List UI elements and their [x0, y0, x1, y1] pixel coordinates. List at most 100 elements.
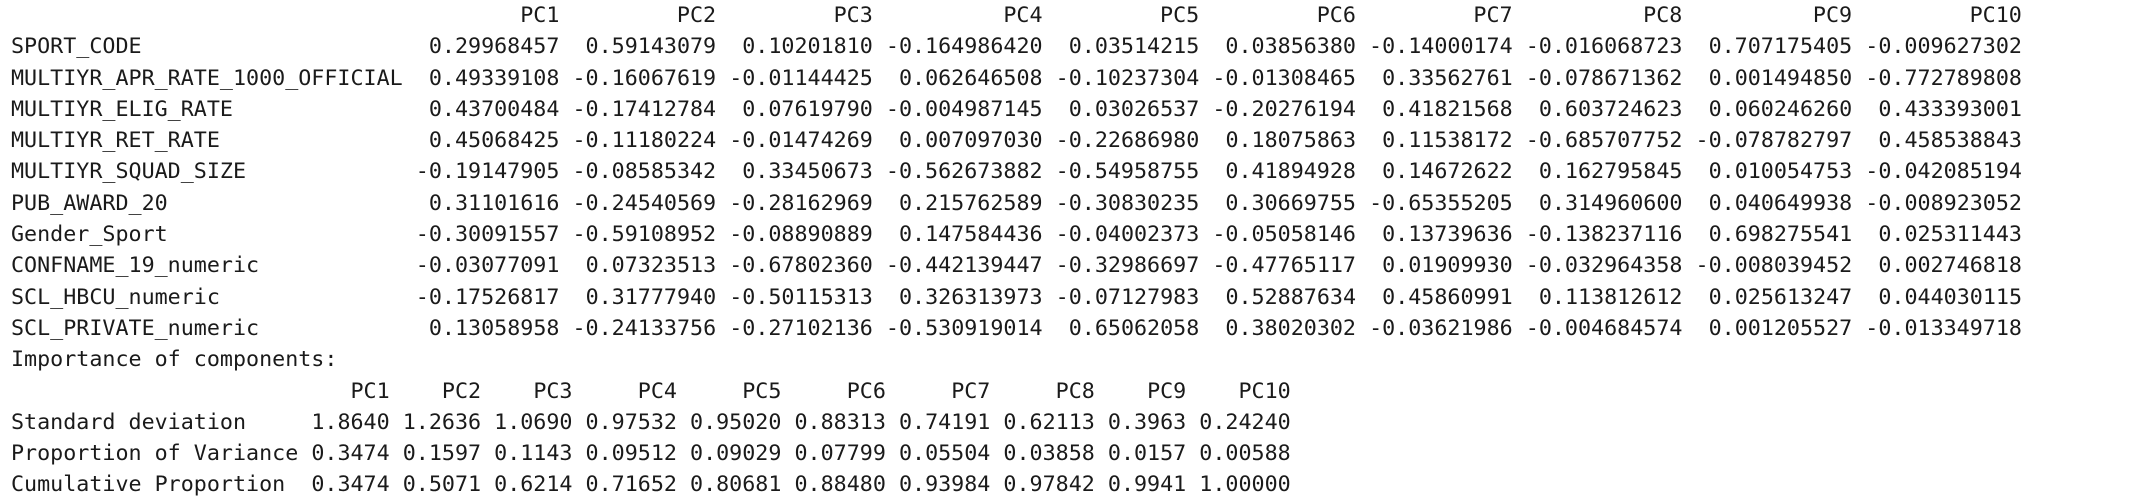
cell-value: 0.3474 — [311, 472, 390, 498]
cell-value: -0.08890889 — [729, 222, 873, 248]
cell-value: -0.20276194 — [1212, 96, 1356, 122]
row-name: Gender_Sport — [11, 222, 168, 248]
cell-value: 0.93984 — [898, 472, 991, 498]
cell-value: -0.078671362 — [1525, 65, 1683, 91]
cell-value: -0.24133756 — [572, 315, 717, 341]
cell-value: -0.14000174 — [1369, 34, 1513, 60]
row-name: MULTIYR_SQUAD_SIZE — [11, 159, 247, 185]
column-header: PC8 — [1643, 3, 1683, 28]
cell-value: 0.07799 — [794, 441, 886, 467]
cell-value: 0.001205527 — [1708, 315, 1853, 341]
cell-value: 0.74191 — [898, 409, 991, 435]
cell-value: 0.025311443 — [1878, 222, 2022, 248]
cell-value: -0.59108952 — [572, 222, 717, 248]
cell-value: 0.71652 — [585, 472, 677, 498]
cell-value: -0.04002373 — [1055, 222, 1200, 248]
cell-value: 0.433393001 — [1878, 96, 2022, 122]
table-row: MULTIYR_SQUAD_SIZE -0.19147905 -0.085853… — [11, 156, 2022, 187]
cell-value: -0.30830235 — [1055, 190, 1200, 216]
cell-value: 0.007097030 — [898, 128, 1043, 154]
cell-value: 0.97842 — [1003, 472, 1095, 498]
column-header: PC4 — [1003, 3, 1043, 28]
column-header: PC8 — [1055, 378, 1095, 404]
cell-value: -0.07127983 — [1055, 284, 1200, 310]
cell-value: 0.11538172 — [1382, 128, 1513, 154]
column-header: PC10 — [1238, 378, 1291, 404]
row-name: Cumulative Proportion — [11, 472, 286, 498]
cell-value: 1.8640 — [311, 409, 390, 435]
row-name: SCL_PRIVATE_numeric — [11, 315, 260, 341]
cell-value: 0.41894928 — [1225, 159, 1356, 185]
column-header: PC1 — [520, 3, 560, 28]
cell-value: 0.215762589 — [898, 190, 1043, 216]
cell-value: -0.032964358 — [1525, 253, 1683, 279]
table-row: MULTIYR_ELIG_RATE 0.43700484 -0.17412784… — [11, 94, 2022, 125]
cell-value: 0.0157 — [1107, 441, 1187, 467]
cell-value: -0.16067619 — [572, 65, 717, 91]
cell-value: -0.004987145 — [885, 96, 1043, 122]
cell-value: -0.042085194 — [1865, 159, 2022, 185]
cell-value: 0.09029 — [690, 441, 782, 467]
cell-value: -0.01308465 — [1212, 65, 1356, 91]
cell-value: 0.326313973 — [898, 284, 1043, 310]
cell-value: 0.13739636 — [1382, 222, 1513, 248]
column-header: PC7 — [1473, 3, 1513, 28]
cell-value: 0.040649938 — [1708, 190, 1853, 216]
cell-value: 0.45860991 — [1382, 284, 1513, 310]
cell-value: 0.060246260 — [1708, 96, 1853, 122]
cell-value: -0.19147905 — [415, 159, 560, 185]
cell-value: -0.03621986 — [1369, 315, 1513, 341]
column-header: PC4 — [637, 378, 677, 404]
cell-value: -0.530919014 — [885, 315, 1043, 341]
cell-value: -0.65355205 — [1369, 190, 1513, 216]
cell-value: 0.162795845 — [1538, 159, 1683, 185]
cell-value: 0.03856380 — [1225, 34, 1356, 60]
cell-value: 0.707175405 — [1708, 34, 1853, 60]
row-name: SCL_HBCU_numeric — [11, 284, 220, 310]
cell-value: -0.05058146 — [1212, 222, 1356, 248]
cell-value: 1.0690 — [494, 409, 573, 435]
cell-value: 0.147584436 — [898, 222, 1043, 248]
cell-value: -0.01144425 — [729, 65, 873, 91]
cell-value: 0.03026537 — [1068, 96, 1200, 122]
row-name: MULTIYR_ELIG_RATE — [11, 96, 233, 122]
cell-value: 0.59143079 — [585, 34, 717, 60]
section-title: Importance of components: — [11, 344, 2022, 375]
cell-value: 0.18075863 — [1225, 128, 1357, 154]
cell-value: 0.1143 — [494, 441, 573, 467]
cell-value: 0.65062058 — [1068, 315, 1200, 341]
cell-value: 0.07323513 — [585, 253, 717, 279]
column-header: PC5 — [1160, 3, 1200, 28]
cell-value: 1.00000 — [1199, 472, 1291, 498]
cell-value: -0.24540569 — [572, 190, 717, 216]
column-header: PC6 — [1316, 3, 1356, 28]
cell-value: 0.88480 — [794, 472, 886, 498]
cell-value: 1.2636 — [402, 409, 482, 435]
table-row: Cumulative Proportion 0.3474 0.5071 0.62… — [11, 469, 2022, 500]
cell-value: 0.025613247 — [1708, 284, 1853, 310]
header-row: PC1 PC2 PC3 PC4 PC5 PC6 PC7 PC8 PC9 PC10 — [11, 0, 2022, 31]
cell-value: -0.10237304 — [1055, 65, 1200, 91]
cell-value: 0.14672622 — [1382, 159, 1513, 185]
cell-value: -0.08585342 — [572, 159, 717, 185]
cell-value: 0.62113 — [1003, 409, 1095, 435]
cell-value: -0.28162969 — [729, 190, 873, 216]
cell-value: 0.31777940 — [585, 284, 717, 310]
column-header: PC3 — [833, 3, 873, 28]
cell-value: -0.008039452 — [1695, 253, 1853, 279]
console-output: PC1 PC2 PC3 PC4 PC5 PC6 PC7 PC8 PC9 PC10… — [11, 0, 2022, 501]
cell-value: -0.30091557 — [415, 222, 560, 248]
cell-value: 0.113812612 — [1538, 284, 1683, 310]
table-row: PUB_AWARD_20 0.31101616 -0.24540569 -0.2… — [11, 188, 2022, 219]
cell-value: 0.24240 — [1199, 409, 1291, 435]
cell-value: -0.004684574 — [1525, 315, 1683, 341]
cell-value: 0.07619790 — [742, 96, 873, 122]
cell-value: 0.9941 — [1107, 472, 1187, 498]
cell-value: -0.008923052 — [1865, 190, 2022, 216]
cell-value: -0.562673882 — [885, 159, 1043, 185]
row-name: PUB_AWARD_20 — [11, 190, 168, 216]
cell-value: 0.458538843 — [1878, 128, 2022, 154]
row-name: Standard deviation — [11, 409, 247, 435]
row-name: SPORT_CODE — [11, 34, 142, 60]
section-title-text: Importance of components: — [11, 347, 338, 373]
